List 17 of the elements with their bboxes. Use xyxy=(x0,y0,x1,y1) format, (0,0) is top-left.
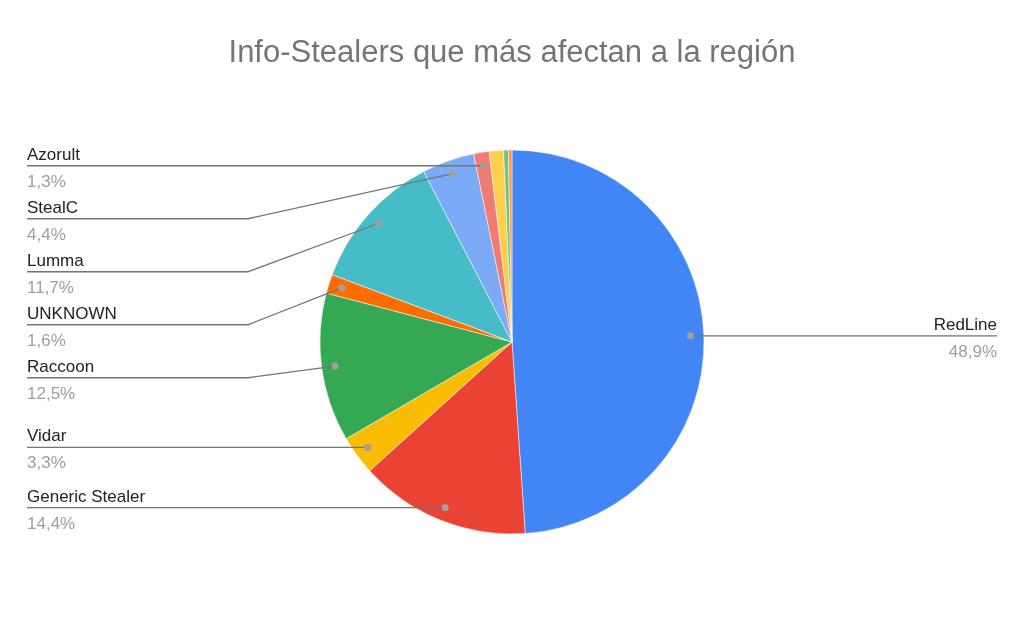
data-label: 4,4% xyxy=(27,224,66,244)
slice-label: RedLine xyxy=(933,314,997,334)
data-label: 1,6% xyxy=(27,330,66,350)
data-label: 11,7% xyxy=(27,277,74,297)
data-label: 48,9% xyxy=(948,341,997,361)
data-label: 14,4% xyxy=(27,513,76,533)
slice-label: UNKNOWN xyxy=(27,303,117,323)
slice-label: Azorult xyxy=(27,144,81,164)
slice-label: Raccoon xyxy=(27,356,95,376)
data-label: 1,3% xyxy=(27,171,66,191)
slice-label: Lumma xyxy=(27,250,85,270)
slice-label: Generic Stealer xyxy=(27,486,146,506)
slice-label: StealC xyxy=(27,197,79,217)
data-label: 3,3% xyxy=(27,453,66,473)
slice-label: Vidar xyxy=(27,426,67,446)
chart-title: Info-Stealers que más afectan a la región xyxy=(228,34,796,69)
data-label: 12,5% xyxy=(27,383,76,403)
